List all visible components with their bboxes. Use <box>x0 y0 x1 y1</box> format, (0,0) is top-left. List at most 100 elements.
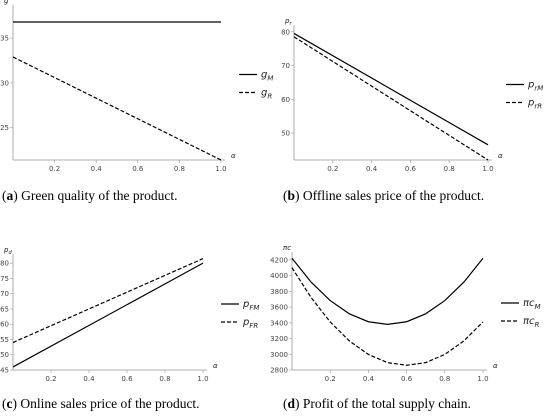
caption: (d) Profit of the total supply chain. <box>283 396 471 411</box>
legend-sub: R <box>535 321 540 329</box>
y-axis-label: πc <box>283 244 291 252</box>
y-tick-label: 50 <box>281 130 290 138</box>
legend-base: πc <box>523 316 535 327</box>
legend-label: gR <box>261 88 272 101</box>
y-label-base: p <box>284 17 290 25</box>
y-axis-label: pr <box>284 17 292 27</box>
x-tick-label: 0.4 <box>83 375 95 383</box>
series-line <box>291 257 484 325</box>
y-tick-label: 35 <box>0 35 9 43</box>
legend-label: πcR <box>523 316 540 329</box>
legend-base: g <box>261 88 267 99</box>
y-tick-label: 70 <box>0 290 9 298</box>
x-axis-label: α <box>231 152 236 160</box>
caption: (c) Online sales price of the product. <box>2 396 200 411</box>
legend-label: prM <box>527 80 543 93</box>
x-tick-label: 1.0 <box>215 165 226 173</box>
legend-base: p <box>527 80 534 91</box>
y-tick-label: 2800 <box>270 367 288 375</box>
x-tick-label: 0.8 <box>174 165 185 173</box>
x-axis-label: α <box>498 152 503 160</box>
legend-base: πc <box>523 298 535 309</box>
legend-sub: FM <box>249 304 259 312</box>
y-tick-label: 3600 <box>270 304 288 312</box>
x-tick-label: 0.8 <box>159 375 170 383</box>
series-line <box>293 36 489 161</box>
y-label-base: πc <box>283 244 291 252</box>
caption-text: ) Green quality of the product. <box>13 188 177 203</box>
x-tick-label: 0.8 <box>439 375 450 383</box>
legend-base: p <box>242 317 249 328</box>
legend-sub: rR <box>534 103 542 111</box>
y-tick-label: 3200 <box>270 335 288 343</box>
y-tick-label: 60 <box>281 96 290 104</box>
x-tick-label: 0.4 <box>363 375 375 383</box>
y-label-base: g <box>4 0 9 5</box>
series-line <box>12 56 222 161</box>
series-line <box>12 262 204 368</box>
legend-sub: rM <box>534 85 543 93</box>
y-tick-label: 25 <box>0 124 9 132</box>
y-tick-label: 50 <box>0 351 9 359</box>
legend-sub: M <box>535 303 541 311</box>
x-tick-label: 1.0 <box>482 165 493 173</box>
y-axis-label: g <box>4 0 9 5</box>
x-tick-label: 0.2 <box>327 165 338 173</box>
x-tick-label: 0.2 <box>325 375 336 383</box>
caption: (a) Green quality of the product. <box>2 188 177 203</box>
y-tick-label: 4000 <box>270 272 288 280</box>
series-line <box>12 258 204 344</box>
caption-open: ( <box>2 396 7 411</box>
caption-label: d <box>288 396 296 411</box>
y-tick-label: 3800 <box>270 288 288 296</box>
x-tick-label: 0.8 <box>444 165 455 173</box>
x-tick-label: 1.0 <box>197 375 208 383</box>
legend-base: p <box>527 98 534 109</box>
y-tick-label: 65 <box>0 305 9 313</box>
x-tick-label: 0.6 <box>121 375 133 383</box>
caption-open: ( <box>283 188 288 203</box>
legend-base: p <box>242 299 249 310</box>
legend-sub: M <box>267 75 273 83</box>
y-tick-label: 75 <box>0 275 9 283</box>
y-tick-label: 3000 <box>270 351 288 359</box>
caption-label: b <box>288 188 296 203</box>
legend-sub: R <box>267 93 272 101</box>
caption-open: ( <box>283 396 288 411</box>
caption-label: a <box>7 188 14 203</box>
legend-base: g <box>261 70 267 81</box>
legend-label: πcM <box>523 298 541 311</box>
legend-label: pFM <box>242 299 259 312</box>
x-tick-label: 0.6 <box>132 165 144 173</box>
x-tick-label: 0.2 <box>45 375 56 383</box>
legend-label: prR <box>527 98 542 111</box>
x-tick-label: 0.2 <box>49 165 60 173</box>
y-tick-label: 80 <box>281 28 290 36</box>
x-axis-label: α <box>213 362 218 370</box>
x-tick-label: 1.0 <box>477 375 488 383</box>
series-line <box>291 267 484 366</box>
legend-label: pFR <box>242 317 258 330</box>
caption-label: c <box>7 396 13 411</box>
caption-text: ) Online sales price of the product. <box>13 396 200 411</box>
y-label-sub: r <box>289 21 292 27</box>
caption-text: ) Offline sales price of the product. <box>295 188 484 203</box>
y-tick-label: 45 <box>0 367 9 375</box>
x-tick-label: 0.6 <box>405 165 417 173</box>
y-label-sub: d <box>8 250 12 256</box>
caption-text: ) Profit of the total supply chain. <box>295 396 471 411</box>
y-tick-label: 70 <box>281 62 290 70</box>
series-line <box>293 32 489 146</box>
x-axis-label: α <box>493 362 498 370</box>
legend-label: gM <box>261 70 273 83</box>
y-axis-label: pd <box>3 246 12 256</box>
x-tick-label: 0.6 <box>401 375 413 383</box>
y-tick-label: 55 <box>0 336 9 344</box>
caption-open: ( <box>2 188 7 203</box>
legend-sub: FR <box>249 322 258 330</box>
y-label-base: p <box>3 246 9 254</box>
x-tick-label: 0.4 <box>91 165 103 173</box>
y-tick-label: 60 <box>0 321 9 329</box>
x-tick-label: 0.4 <box>366 165 378 173</box>
